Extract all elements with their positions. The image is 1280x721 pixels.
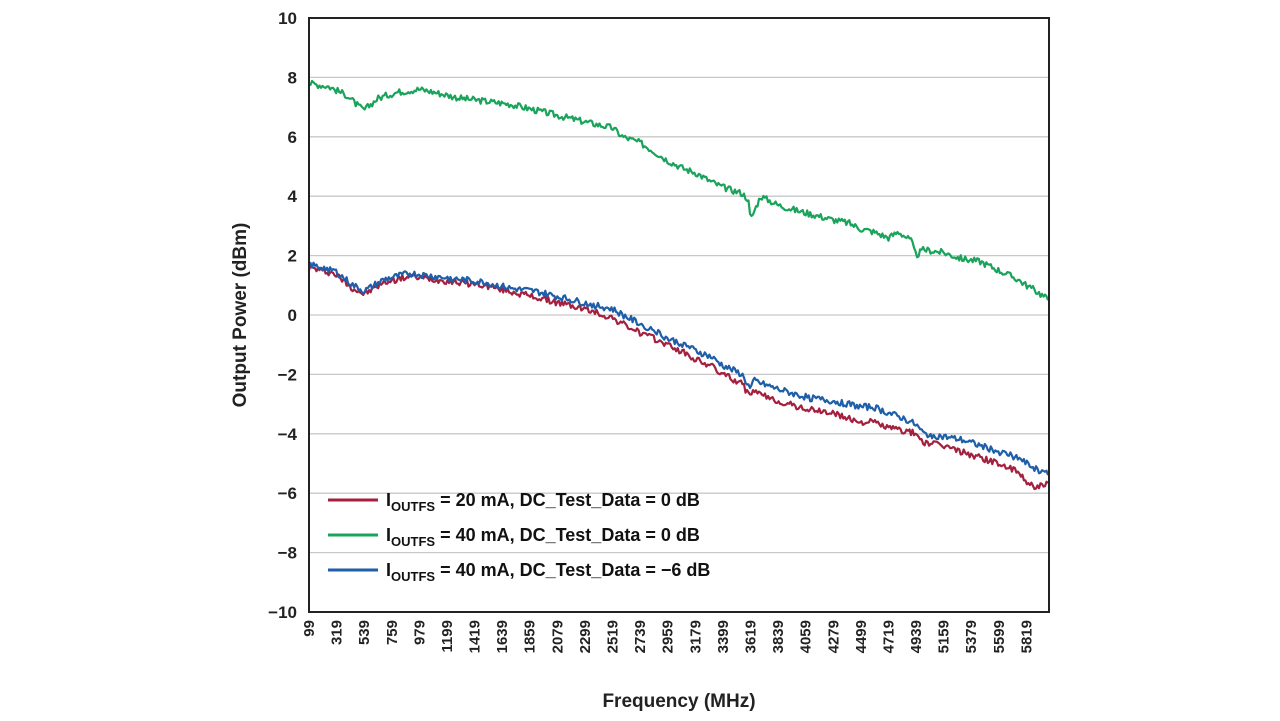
legend-main: I: [386, 525, 391, 545]
legend-subscript: OUTFS: [391, 534, 435, 549]
gridlines: [309, 76, 1049, 554]
x-tick-label: 3619: [742, 620, 759, 653]
series-lines: [307, 79, 1050, 491]
x-tick-label: 99: [301, 620, 318, 637]
series-line-3: [308, 261, 1050, 476]
x-tick-label: 979: [411, 620, 428, 645]
legend-main: I: [386, 560, 391, 580]
y-tick-label: 2: [288, 247, 297, 266]
x-tick-label: 3179: [687, 620, 704, 653]
legend: IOUTFS = 20 mA, DC_Test_Data = 0 dBIOUTF…: [328, 490, 710, 584]
x-tick-label: 1419: [467, 620, 484, 653]
y-tick-label: 4: [288, 187, 298, 206]
legend-subscript: OUTFS: [391, 569, 435, 584]
x-tick-label: 2739: [632, 620, 649, 653]
y-axis-label: Output Power (dBm): [230, 223, 251, 408]
series-line-1: [307, 264, 1049, 491]
x-tick-label: 4499: [853, 620, 870, 653]
x-tick-label: 3839: [770, 620, 787, 653]
y-tick-label: −4: [278, 425, 298, 444]
x-tick-label: 1199: [439, 620, 456, 653]
x-tick-label: 5159: [936, 620, 953, 653]
x-tick-label: 5819: [1018, 620, 1035, 653]
x-tick-label: 4939: [908, 620, 925, 653]
legend-entry: IOUTFS = 40 mA, DC_Test_Data = 0 dB: [386, 525, 700, 549]
x-tick-label: 539: [356, 620, 373, 645]
x-tick-label: 2959: [660, 620, 677, 653]
x-tick-label: 1639: [494, 620, 511, 653]
plot-frame: [308, 17, 1050, 613]
x-tick-label: 5379: [963, 620, 980, 653]
x-tick-label: 319: [329, 620, 346, 645]
x-tick-label: 4059: [798, 620, 815, 653]
x-tick-label: 2519: [605, 620, 622, 653]
x-tick-label: 5599: [991, 620, 1008, 653]
legend-subscript: OUTFS: [391, 499, 435, 514]
legend-text: = 20 mA, DC_Test_Data = 0 dB: [435, 490, 700, 510]
y-tick-label: −6: [278, 484, 297, 503]
x-axis-label: Frequency (MHz): [602, 691, 755, 712]
legend-main: I: [386, 490, 391, 510]
series-line-2: [308, 79, 1050, 301]
y-tick-label: 0: [288, 306, 297, 325]
y-tick-label: 10: [278, 9, 297, 28]
x-tick-label: 4719: [880, 620, 897, 653]
x-tick-label: 3399: [715, 620, 732, 653]
legend-entry: IOUTFS = 40 mA, DC_Test_Data = −6 dB: [386, 560, 710, 584]
legend-text: = 40 mA, DC_Test_Data = 0 dB: [435, 525, 700, 545]
x-tick-label: 4279: [825, 620, 842, 653]
x-tick-label: 1859: [522, 620, 539, 653]
x-tick-label: 2299: [577, 620, 594, 653]
x-tick-label: 2079: [549, 620, 566, 653]
y-tick-label: −8: [278, 544, 297, 563]
y-tick-label: 8: [288, 68, 297, 87]
y-tick-label: −2: [278, 365, 297, 384]
legend-text: = 40 mA, DC_Test_Data = −6 dB: [435, 560, 710, 580]
y-axis-ticks: 10 8 6 4 2 0 −2 −4 −6 −8 −10: [268, 9, 297, 622]
x-axis-ticks: 99 319 539 759 979 1199 1419 1639 1859 2079 2299 25…: [301, 620, 1035, 653]
y-tick-label: −10: [268, 603, 297, 622]
legend-entry: IOUTFS = 20 mA, DC_Test_Data = 0 dB: [386, 490, 700, 514]
y-tick-label: 6: [288, 128, 297, 147]
x-tick-label: 759: [384, 620, 401, 645]
